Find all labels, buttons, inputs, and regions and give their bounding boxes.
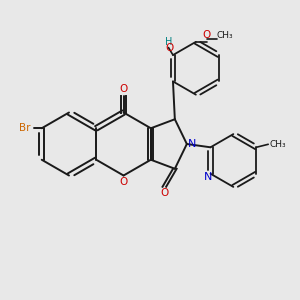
Text: O: O [119,84,128,94]
Text: O: O [165,44,173,53]
Text: O: O [160,188,169,198]
Text: Br: Br [20,123,31,133]
Text: N: N [204,172,212,182]
Text: H: H [165,37,173,46]
Text: O: O [203,30,211,40]
Text: CH₃: CH₃ [269,140,286,149]
Text: CH₃: CH₃ [217,31,233,40]
Text: O: O [119,177,128,187]
Text: N: N [188,139,196,149]
